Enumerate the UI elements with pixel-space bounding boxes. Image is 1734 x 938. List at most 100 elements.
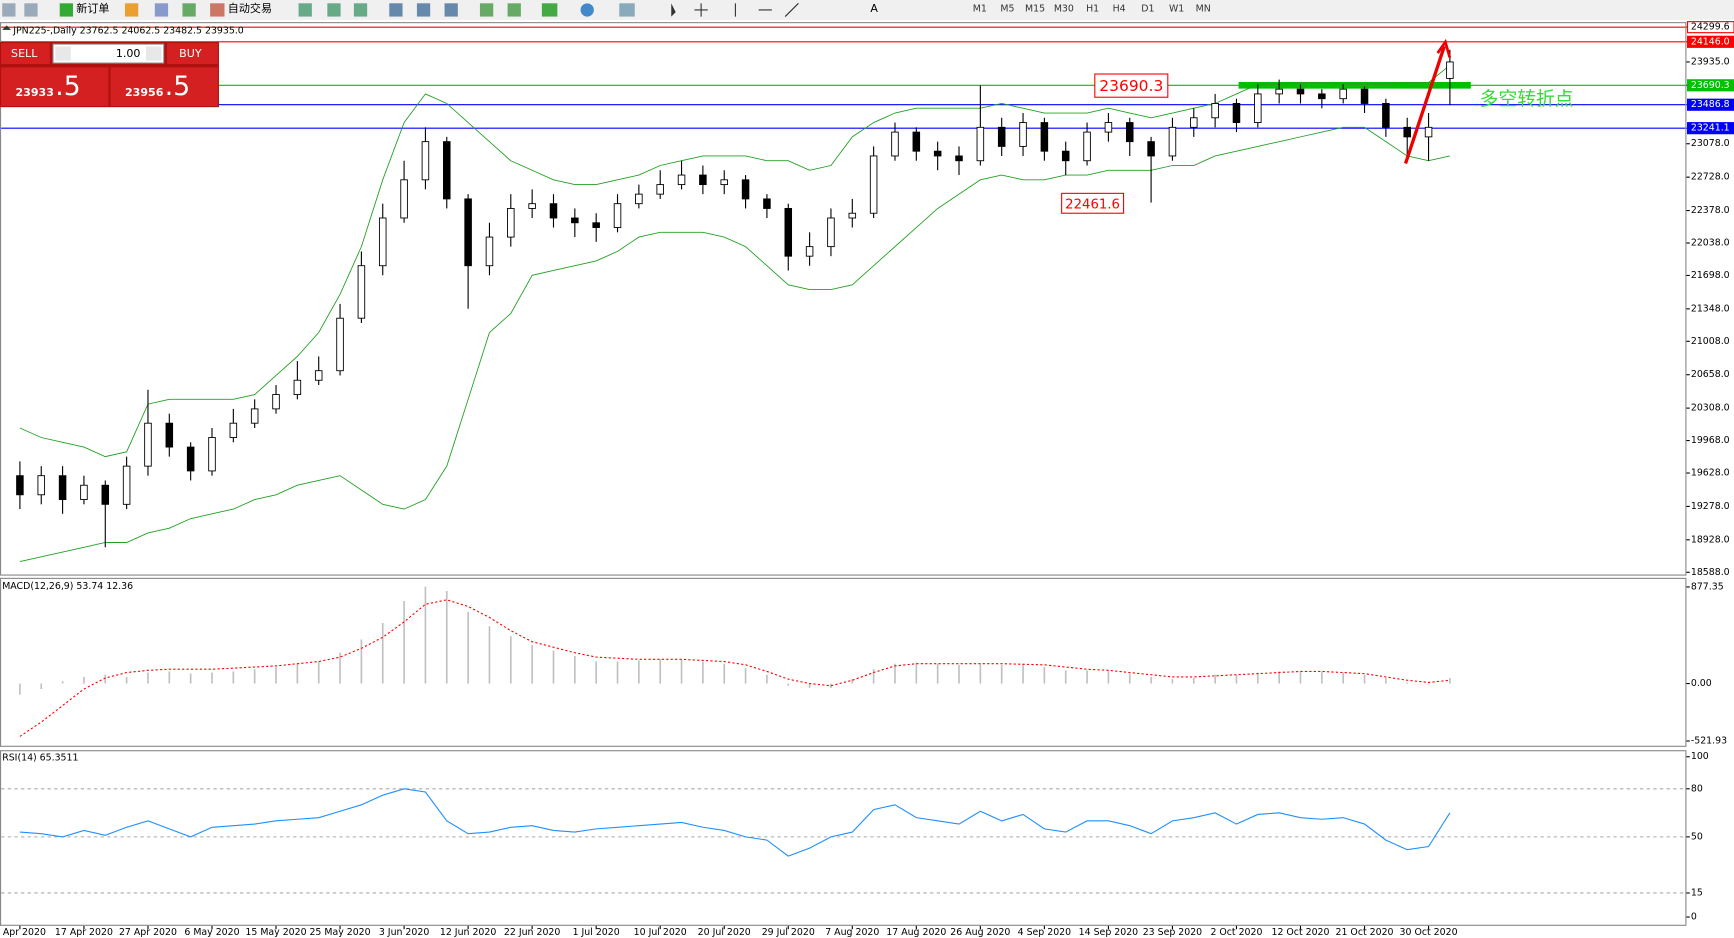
timeframe[interactable]: M5 [1000,3,1014,14]
rsi-panel [0,750,1687,926]
line-tools[interactable] [734,2,799,17]
buy-button[interactable] [166,43,218,65]
sell-price-box[interactable] [1,67,109,107]
cursor-tool[interactable] [671,3,676,17]
timeframe[interactable]: MN [1196,3,1211,14]
icon[interactable] [580,3,594,17]
x-tick-label: 4 Sep 2020 [1018,927,1072,938]
macd-signal [19,599,1450,737]
candle-body [443,141,451,200]
icon[interactable] [416,3,431,17]
icon[interactable] [507,3,521,17]
header-icon [2,25,12,30]
candle-body [80,484,88,500]
icon[interactable] [444,3,458,17]
buy-label[interactable]: BUY [179,47,202,60]
text-tool[interactable]: A [870,2,878,15]
y-tick-label: 18928.0 [1691,534,1730,545]
sell-price[interactable]: 23933 [15,86,53,99]
x-tick-label: 25 May 2020 [309,927,370,938]
candle-body [869,155,878,214]
volume-input[interactable] [52,43,165,64]
macd-panel [0,577,1687,747]
timeframe[interactable]: H4 [1113,3,1126,14]
candle-body [272,394,280,410]
x-tick-label: 8 Apr 2020 [0,927,46,938]
new-order-icon[interactable] [59,3,73,17]
x-tick-label: 26 Aug 2020 [950,927,1010,938]
timeframe[interactable]: W1 [1169,3,1184,14]
candle-body [571,217,579,224]
auto-trading-icon[interactable] [210,3,225,17]
volume-up[interactable] [145,46,162,61]
buy-price-frac[interactable]: .5 [165,71,190,102]
x-tick-label: 29 Jul 2020 [762,927,815,938]
timeframe[interactable]: M30 [1054,3,1074,14]
y-tick-label: 19278.0 [1691,501,1730,512]
y-tick-label: 22378.0 [1691,205,1730,216]
y-tick-label: 19968.0 [1691,435,1730,446]
icon[interactable] [619,3,635,17]
candle-body [656,184,664,195]
y-tick-label: 0 [1691,912,1697,923]
icon[interactable] [298,3,312,17]
candle-body [933,150,942,157]
sell-label[interactable]: SELL [11,47,38,60]
candle-body [1275,88,1283,95]
icon[interactable] [2,3,16,17]
candle-body [314,370,323,381]
candle-body [1360,88,1369,104]
buy-price[interactable]: 23956 [125,86,164,99]
icon[interactable] [124,3,139,17]
annotation-box [1061,192,1125,214]
candle-body [827,217,835,248]
icon[interactable] [353,3,368,17]
macd-chart: 877.35 0.00 -521.93 [19,581,1727,747]
candle-body [400,179,408,219]
auto-trading[interactable]: 自动交易 [228,1,272,15]
x-tick-label: 10 Jul 2020 [634,927,687,938]
sell-price-frac[interactable]: .5 [55,71,80,102]
icon[interactable] [541,3,558,17]
y-tick-label: 20308.0 [1691,403,1730,414]
toolbar-bg [0,0,1734,20]
timeframe[interactable]: M1 [973,3,987,14]
x-tick-label: 7 Aug 2020 [825,927,879,938]
x-tick-label: 15 May 2020 [245,927,306,938]
candle-body [976,126,985,162]
timeframe[interactable]: D1 [1141,3,1154,14]
candle-body [1232,103,1241,123]
y-tick-label: 0.00 [1691,678,1712,689]
candle-body [464,198,472,267]
trend-arrow-head [1436,38,1452,58]
icon[interactable] [154,3,169,17]
icon[interactable] [327,3,341,17]
candle-body [955,155,963,162]
y-tick-label: -521.93 [1691,736,1727,747]
icon[interactable] [24,3,38,17]
candle-body [1190,117,1198,128]
candle-body [699,174,707,186]
candle-body [1296,88,1305,95]
x-tick-label: 17 Aug 2020 [886,927,946,938]
timeframe[interactable]: H1 [1086,3,1099,14]
trend-arrow [1403,45,1446,165]
candle-body [1061,150,1070,162]
timeframe[interactable]: M15 [1025,3,1045,14]
new-order[interactable]: 新订单 [76,1,109,15]
rsi-chart: 0 15 50 80 100 [1,751,1709,923]
sell-button[interactable] [1,43,50,65]
y-tick-label: 50 [1691,831,1703,842]
y-tick-label: 877.35 [1691,581,1724,592]
buy-price-box[interactable] [110,67,218,107]
x-tick-label: 30 Oct 2020 [1400,927,1458,938]
icon[interactable] [479,3,494,17]
x-tick-label: 12 Oct 2020 [1272,927,1330,938]
icon[interactable] [182,3,196,17]
x-tick-label: 22 Jun 2020 [504,927,560,938]
volume-down[interactable] [55,46,71,61]
volume[interactable]: 1.00 [116,47,141,60]
candle-body [592,222,600,228]
crosshair-tool[interactable] [694,3,708,17]
icon[interactable] [389,3,403,17]
